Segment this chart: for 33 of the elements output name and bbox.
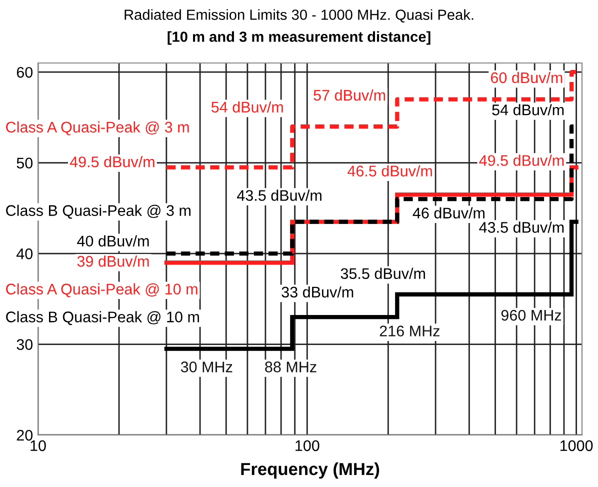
data-label: 43.5 dBuv/m [237, 190, 322, 201]
data-label: 43.5 dBuv/m [479, 222, 564, 233]
y-tick-label: 30 [16, 339, 33, 350]
data-label: 49.5 dBuv/m [479, 154, 564, 166]
text: Class B Quasi-Peak @ 3 m [6, 204, 190, 219]
annotation: 960 MHz [501, 310, 562, 321]
text: Class A Quasi-Peak @ 3 m [6, 121, 189, 136]
data-label: 33 dBuv/m [282, 286, 354, 298]
data-label: 46.5 dBuv/m [348, 165, 432, 176]
data-label: 39 dBuv/m [77, 255, 149, 267]
data-label: 40 dBuv/m [77, 235, 149, 247]
annotation: 88 MHz [265, 362, 316, 372]
annotation: 30 MHz [180, 362, 232, 372]
data-label: 46 dBuv/m [412, 207, 484, 218]
data-label: 54 dBuv/m [211, 101, 283, 113]
x-tick-label: 1000 [560, 440, 593, 452]
data-label: 54 dBuv/m [492, 104, 564, 116]
y-tick-label: 60 [16, 66, 33, 78]
annotation: 216 MHz [380, 326, 440, 336]
y-tick-label: 50 [16, 158, 33, 168]
data-label: 49.5 dBuv/m [70, 156, 154, 168]
data-label: 57 dBuv/m [314, 89, 386, 101]
chart-subtitle: [10 m and 3 m measurement distance] [168, 31, 430, 45]
x-axis-title: Frequency (MHz) [241, 462, 380, 479]
data-label: 60 dBuv/m [490, 72, 562, 84]
x-tick-label: 100 [296, 440, 320, 452]
series-label: Class B Quasi-Peak @ 10 m [6, 311, 199, 326]
chart-title: Radiated Emission Limits 30 - 1000 MHz. Quasi Peak. [124, 9, 474, 23]
y-tick-label: 40 [16, 248, 33, 260]
y-tick-label: 20 [16, 430, 33, 441]
data-label: 35.5 dBuv/m [340, 268, 425, 280]
x-tick-label: 10 [30, 440, 46, 452]
series-label: Class A Quasi-Peak @ 10 m [6, 283, 198, 298]
